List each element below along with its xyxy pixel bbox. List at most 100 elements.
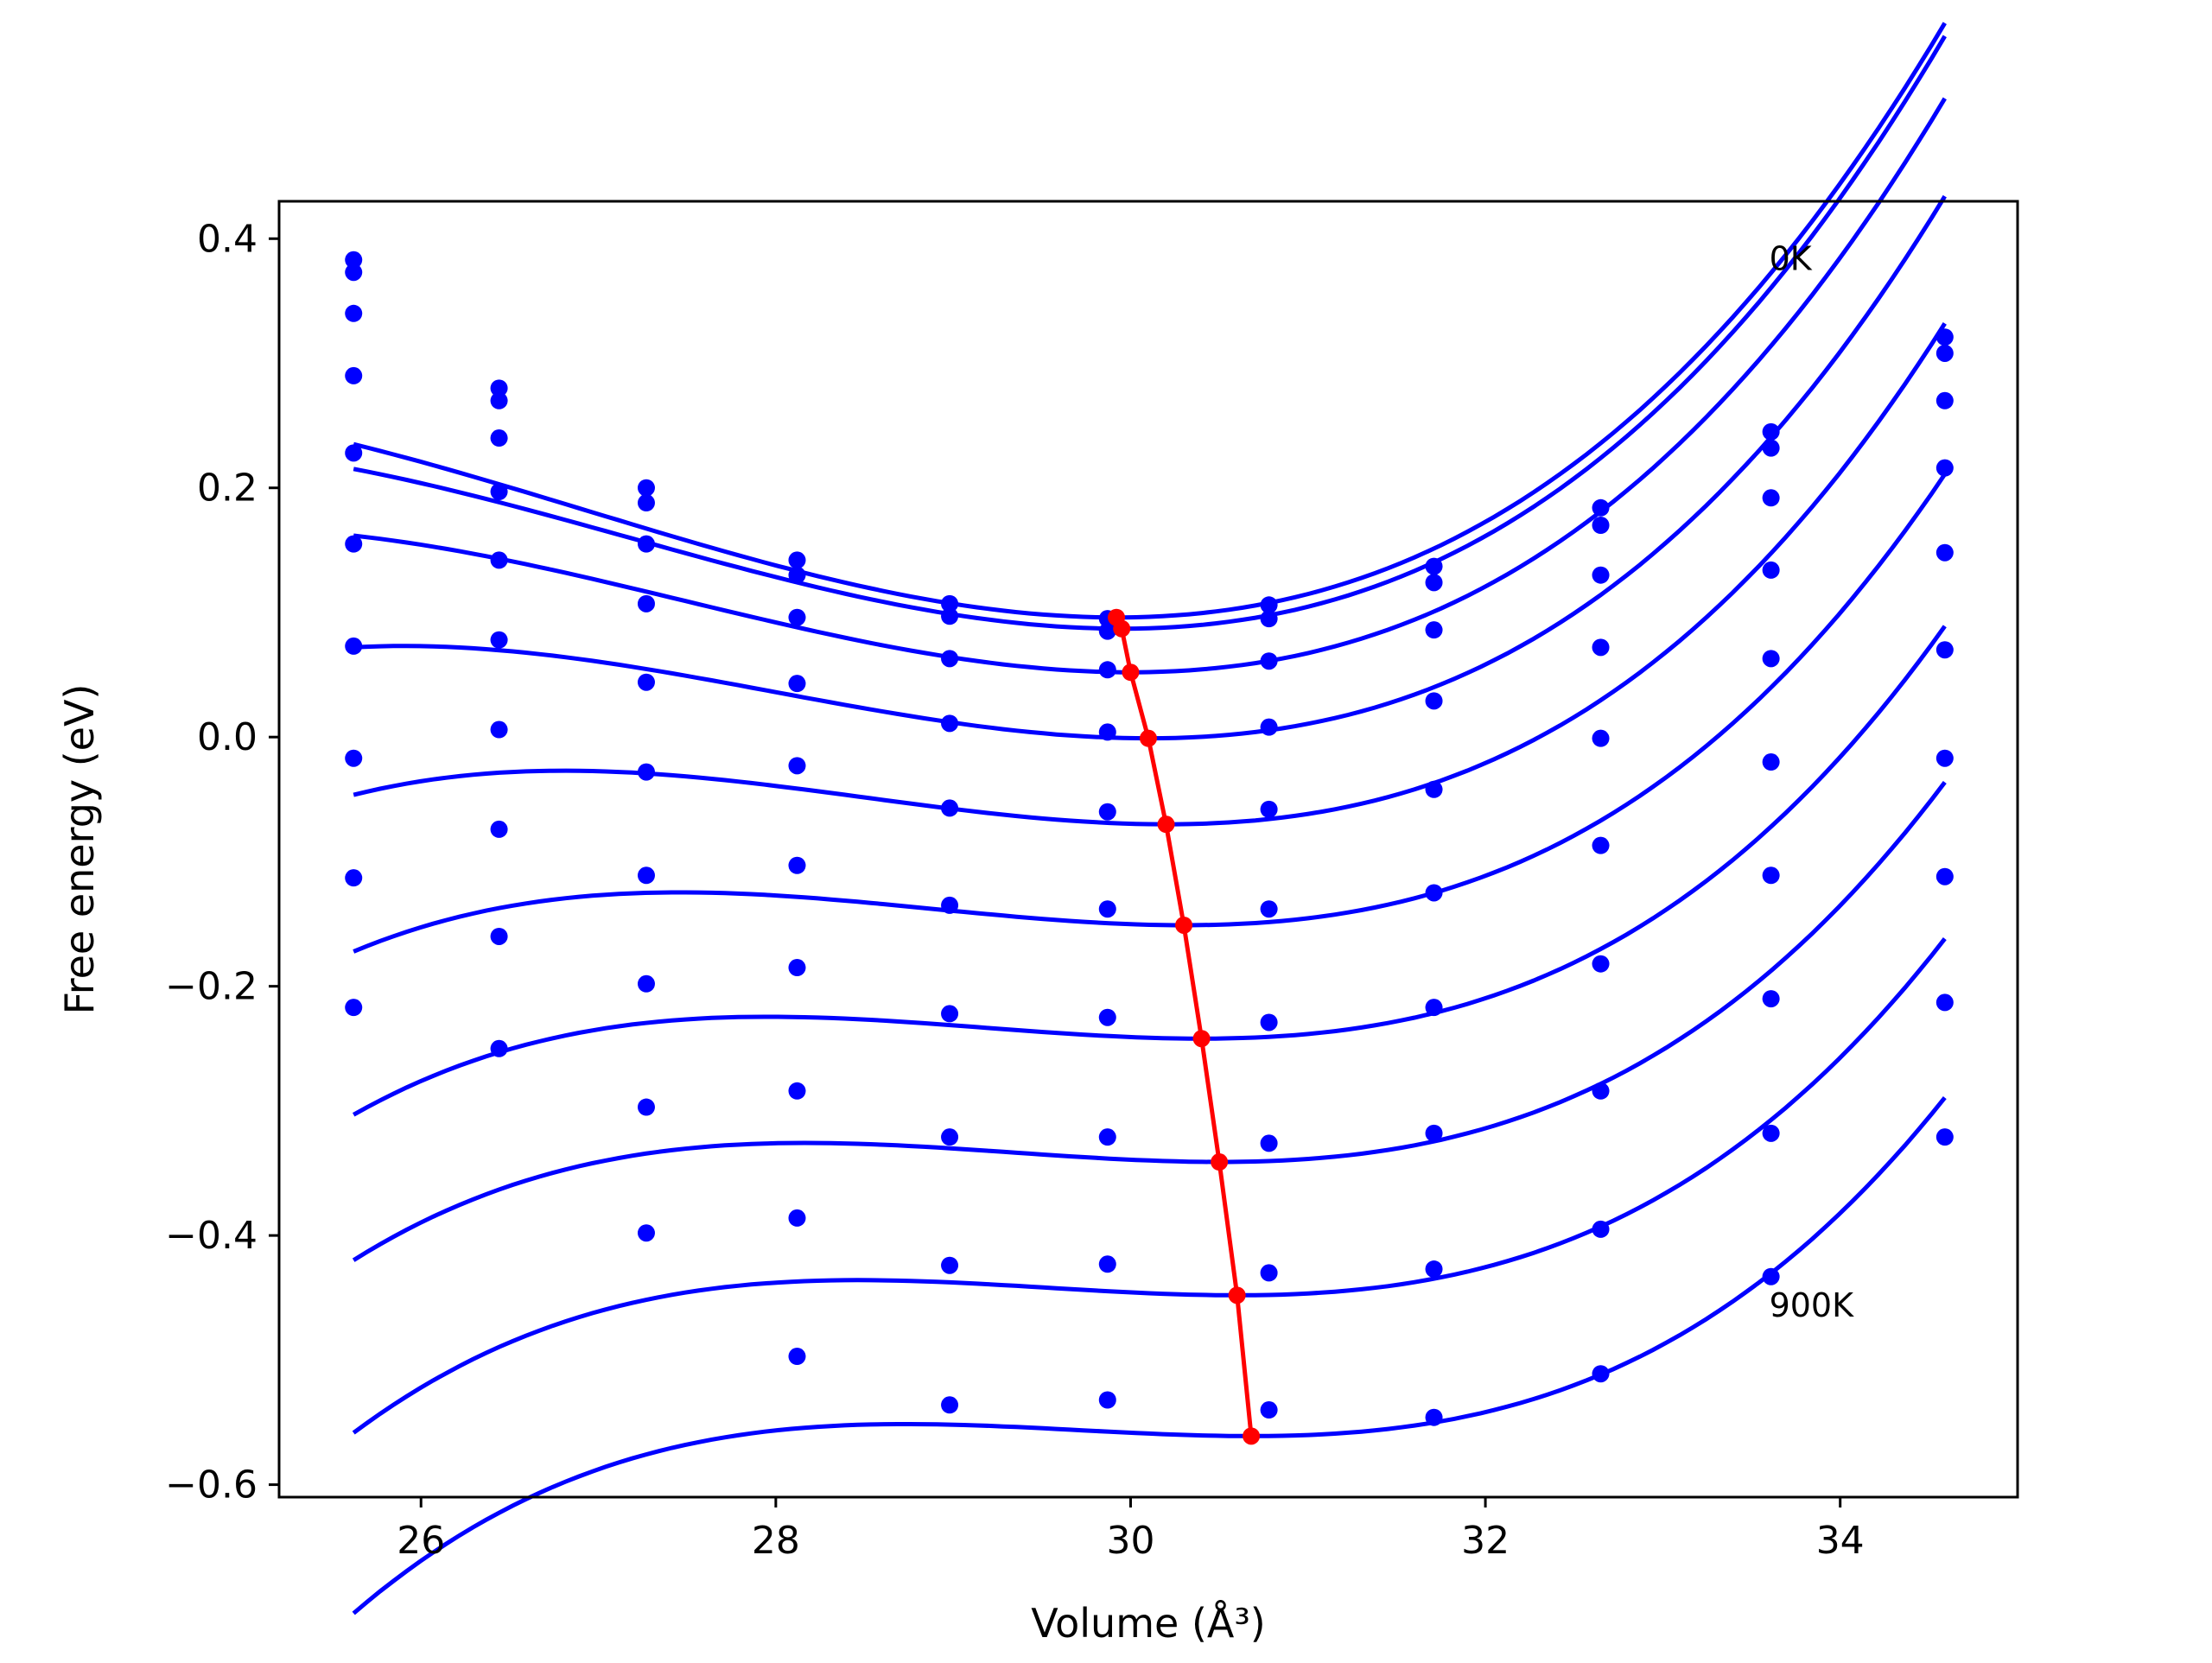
data-point (345, 869, 363, 887)
minimum-point (1140, 729, 1157, 747)
data-point (637, 594, 655, 613)
data-point (1936, 993, 1954, 1012)
data-points (345, 251, 1954, 1426)
fit-curve (352, 780, 1947, 1262)
data-point (637, 974, 655, 993)
data-point (1260, 1264, 1278, 1282)
fit-curve (353, 22, 1947, 620)
data-point (788, 566, 806, 584)
data-point (1098, 1391, 1116, 1409)
data-point (788, 1348, 806, 1366)
data-point (788, 856, 806, 874)
y-tick-label: 0.0 (197, 715, 257, 759)
annotations: 0K 900K (1770, 239, 1855, 1324)
minimum-point (1122, 663, 1140, 682)
data-point (1936, 344, 1954, 362)
data-point (788, 959, 806, 977)
data-point (345, 749, 363, 767)
x-tick-label: 34 (1816, 1519, 1865, 1563)
data-point (1762, 866, 1780, 885)
fit-curve (353, 322, 1947, 827)
fit-curve (352, 937, 1947, 1435)
data-point (1592, 498, 1610, 517)
data-point (941, 1128, 959, 1146)
data-point (1762, 489, 1780, 507)
data-point (1425, 574, 1443, 592)
data-point (941, 650, 959, 668)
data-point (637, 1098, 655, 1116)
x-tick-label: 26 (397, 1519, 445, 1563)
data-point (1762, 561, 1780, 579)
data-point (941, 1396, 959, 1414)
data-point (490, 720, 508, 739)
data-point (1936, 867, 1954, 885)
data-point (1098, 1128, 1116, 1146)
data-point (1936, 391, 1954, 409)
data-point (1425, 557, 1443, 575)
data-point (1260, 596, 1278, 614)
data-point (1425, 999, 1443, 1017)
data-point (345, 366, 363, 384)
fit-curve (352, 625, 1947, 1117)
data-point (1762, 650, 1780, 668)
data-point (1260, 1013, 1278, 1031)
data-point (788, 757, 806, 775)
data-point (490, 551, 508, 569)
y-axis: −0.6 −0.4 −0.2 0.0 0.2 0.4 (165, 217, 279, 1507)
data-point (1592, 638, 1610, 657)
data-point (1936, 641, 1954, 659)
data-point (788, 1209, 806, 1227)
minimum-point (1113, 619, 1131, 638)
data-point (1098, 723, 1116, 741)
y-tick-label: −0.2 (165, 965, 257, 1009)
data-point (490, 391, 508, 409)
data-point (490, 820, 508, 838)
data-point (941, 799, 959, 817)
y-tick-label: −0.4 (165, 1214, 257, 1258)
data-point (1425, 1408, 1443, 1426)
data-point (1260, 718, 1278, 736)
data-point (1098, 1255, 1116, 1273)
data-point (788, 608, 806, 626)
data-point (637, 763, 655, 781)
data-point (1936, 328, 1954, 346)
minimum-point (1228, 1286, 1246, 1304)
data-point (1260, 900, 1278, 918)
data-point (1592, 517, 1610, 534)
data-point (1592, 729, 1610, 747)
data-point (490, 483, 508, 501)
data-point (941, 1256, 959, 1274)
y-axis-label: Free energy (eV) (56, 684, 103, 1015)
data-point (1098, 803, 1116, 821)
fit-curves (352, 22, 1947, 1615)
data-point (1592, 1220, 1610, 1238)
data-point (1260, 1401, 1278, 1419)
data-point (1260, 800, 1278, 818)
data-point (1425, 1260, 1443, 1279)
data-point (1936, 1128, 1954, 1146)
data-point (637, 535, 655, 553)
data-point (941, 1005, 959, 1023)
temperature-annotation: 0K (1770, 239, 1813, 277)
data-point (1762, 439, 1780, 457)
data-point (637, 673, 655, 691)
data-point (1425, 884, 1443, 902)
y-tick-label: 0.4 (197, 217, 257, 261)
data-point (1098, 900, 1116, 918)
data-point (490, 429, 508, 447)
data-point (1425, 621, 1443, 639)
data-point (941, 896, 959, 914)
data-point (1592, 955, 1610, 973)
minima-line (1108, 608, 1261, 1445)
data-point (490, 379, 508, 397)
data-point (637, 1224, 655, 1242)
data-point (637, 479, 655, 497)
data-point (1936, 543, 1954, 562)
data-point (788, 675, 806, 693)
data-point (1425, 692, 1443, 710)
data-point (788, 1082, 806, 1100)
minimum-point (1192, 1030, 1211, 1048)
minimum-point (1157, 816, 1175, 834)
